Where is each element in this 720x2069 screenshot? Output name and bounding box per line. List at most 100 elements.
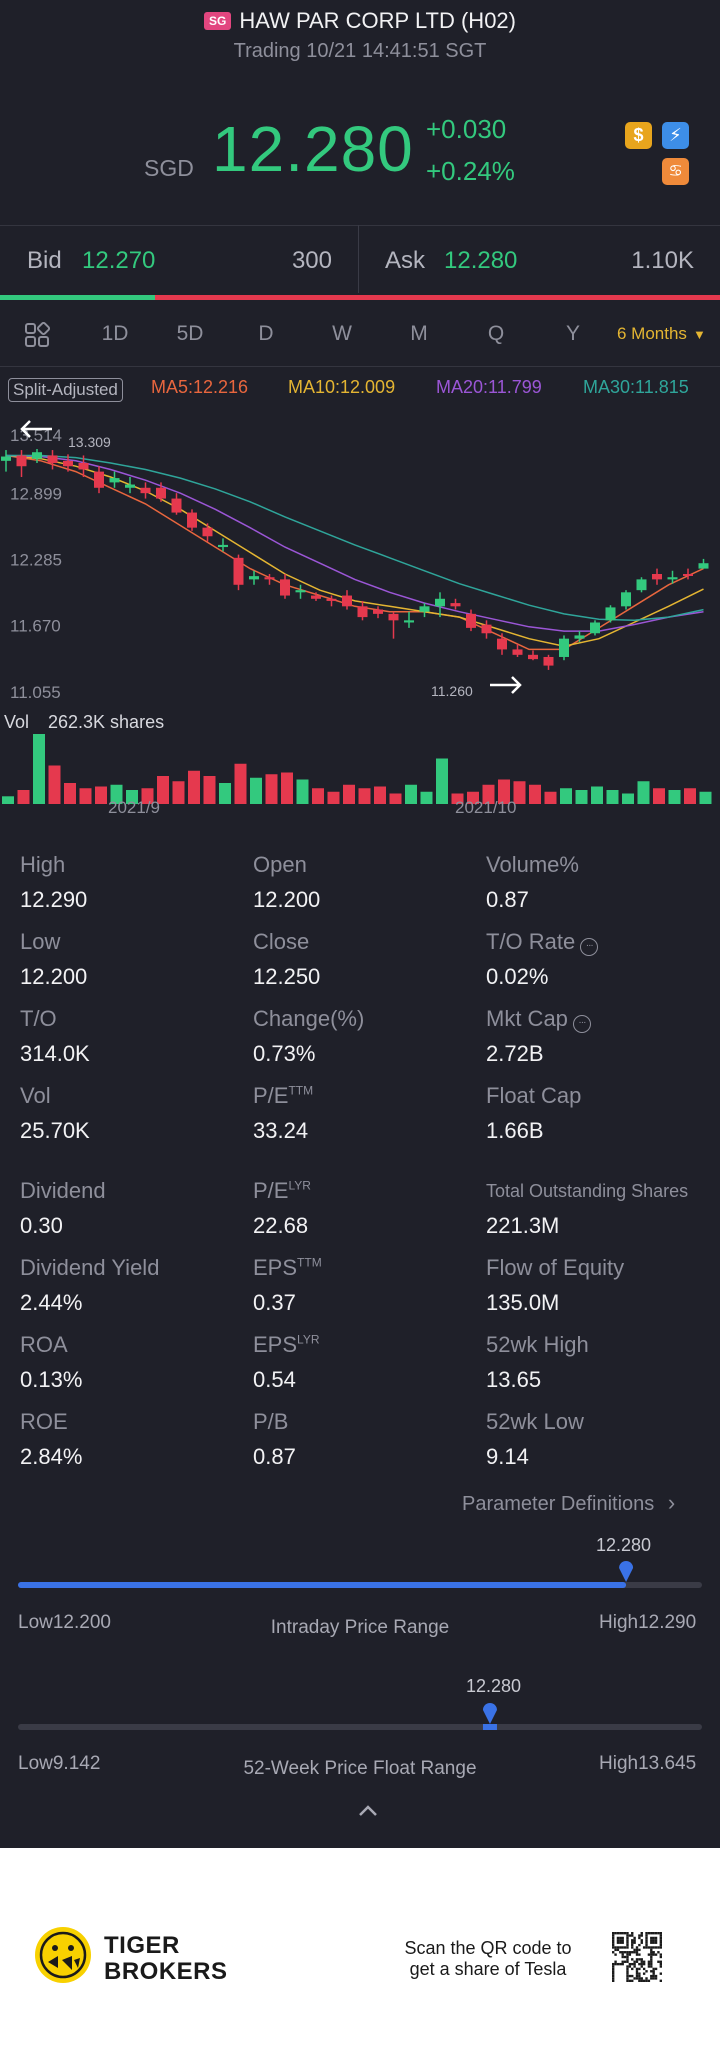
stat-label-dividend: Dividend xyxy=(20,1178,106,1204)
stat-label-volume: Volume% xyxy=(486,852,579,878)
candle-body xyxy=(357,606,368,618)
stat-label-text: 52wk High xyxy=(486,1332,589,1357)
header-divider xyxy=(0,225,720,226)
volume-bar xyxy=(684,788,696,804)
options-icon[interactable]: ♋ xyxy=(662,158,689,185)
stat-value-t-o: 314.0K xyxy=(20,1041,90,1066)
tab-q[interactable]: Q xyxy=(487,322,505,345)
candle-body xyxy=(109,478,120,483)
volume-bar xyxy=(451,793,464,804)
stat-value-t-o-rate: 0.02% xyxy=(486,964,549,989)
stat-label-total-outstanding-shares: Total Outstanding Shares xyxy=(486,1181,688,1202)
ask-quantity: 1.10K xyxy=(631,247,694,274)
candle-body xyxy=(543,656,554,666)
stat-label-superscript: TTM xyxy=(288,1083,314,1098)
tab-d[interactable]: D xyxy=(258,322,274,345)
volume-bar xyxy=(79,788,92,804)
ma20-line xyxy=(5,454,704,632)
volume-bar xyxy=(312,788,324,804)
volume-bar xyxy=(188,770,200,804)
stat-label-mkt-cap: Mkt Cap ··· xyxy=(486,1006,591,1033)
range-marker xyxy=(619,1561,634,1582)
currency-label: SGD xyxy=(144,155,194,181)
candle-body xyxy=(450,603,461,607)
info-icon[interactable]: ··· xyxy=(580,938,599,956)
candle-body xyxy=(621,592,631,607)
arrow-right-icon xyxy=(490,676,522,694)
intraday-range-bar xyxy=(18,1561,702,1588)
volume-bar xyxy=(296,779,309,804)
volume-bar xyxy=(637,781,650,804)
stat-label-open: Open xyxy=(253,852,307,878)
stat-label-text: Mkt Cap xyxy=(486,1006,568,1031)
volume-bar xyxy=(668,790,681,804)
scan-line-1: Scan the QR code to xyxy=(404,1938,572,1958)
candle-body xyxy=(326,598,337,601)
app-screen xyxy=(0,0,720,1848)
stat-label-epslyr: EPSLYR xyxy=(253,1332,319,1358)
split-adjusted-button[interactable]: Split-Adjusted xyxy=(8,378,123,402)
x-tick-label: 2021/9 xyxy=(108,798,160,815)
volume-bar xyxy=(513,781,526,804)
candle-body xyxy=(636,579,647,591)
dollar-icon[interactable]: $ xyxy=(625,122,652,149)
stat-value-change: 0.73% xyxy=(253,1041,316,1066)
stat-label-text: Dividend xyxy=(20,1178,106,1203)
volume-bar xyxy=(33,734,45,804)
stat-label-text: Dividend Yield xyxy=(20,1255,160,1280)
tab-5d[interactable]: 5D xyxy=(176,322,204,345)
stat-value-dividend: 0.30 xyxy=(20,1213,63,1238)
candle-body xyxy=(16,455,27,467)
qr-code-icon[interactable] xyxy=(612,1932,662,1982)
stat-value-epsttm: 0.37 xyxy=(253,1290,296,1315)
stat-label-text: Change(%) xyxy=(253,1006,365,1031)
volume-bar xyxy=(389,793,402,804)
volume-bar xyxy=(622,793,634,804)
tab-w[interactable]: W xyxy=(332,322,352,345)
tab-m[interactable]: M xyxy=(410,322,428,345)
range-marker xyxy=(482,1703,497,1724)
chevron-up-icon[interactable] xyxy=(356,1802,380,1820)
candle-body xyxy=(435,598,445,607)
week52-range-title: 52-Week Price Float Range xyxy=(243,1758,477,1779)
tab-y[interactable]: Y xyxy=(565,322,580,345)
volume-label: Vol xyxy=(4,712,29,732)
ask-strength-bar xyxy=(155,295,720,300)
stat-value-float-cap: 1.66B xyxy=(486,1118,544,1143)
candle-body xyxy=(652,573,662,580)
parameter-definitions-link[interactable]: Parameter Definitions › xyxy=(462,1490,675,1516)
stat-value-p-ettm: 33.24 xyxy=(253,1118,309,1143)
lightning-icon[interactable]: ⚡ xyxy=(662,122,689,149)
stat-label-superscript: LYR xyxy=(288,1178,311,1193)
intraday-current-price: 12.280 xyxy=(596,1535,652,1555)
candlestick-chart[interactable]: 13.51412.89912.28511.67011.05513.30911.2… xyxy=(0,405,720,815)
volume-bar xyxy=(141,788,154,804)
candle-body xyxy=(32,452,42,459)
volume-bar xyxy=(374,786,386,804)
stat-label-dividend-yield: Dividend Yield xyxy=(20,1255,159,1281)
stat-label-text: Float Cap xyxy=(486,1083,582,1108)
ma5-legend: MA5:12.216 xyxy=(151,377,249,397)
volume-bar xyxy=(498,779,510,804)
volume-bar xyxy=(575,790,588,804)
candle-body xyxy=(683,573,693,576)
stat-label-text: Low xyxy=(20,929,61,954)
volume-bar xyxy=(2,796,14,804)
tab-6-months[interactable]: 6 Months ▼ xyxy=(617,324,706,344)
candle-body xyxy=(295,590,306,593)
chart-layout-icon[interactable] xyxy=(24,321,51,348)
stat-label-t-o: T/O xyxy=(20,1006,57,1032)
stat-value-roa: 0.13% xyxy=(20,1367,83,1392)
stat-value-p-b: 0.87 xyxy=(253,1444,296,1469)
info-icon[interactable]: ··· xyxy=(572,1015,591,1033)
ma10-line xyxy=(5,454,704,647)
volume-bar xyxy=(529,784,541,804)
stat-value-open: 12.200 xyxy=(253,887,321,912)
volume-bar xyxy=(420,791,433,804)
candle-body xyxy=(373,609,383,614)
tab-1d[interactable]: 1D xyxy=(101,322,129,345)
trading-status: Trading 10/21 14:41:51 SGT xyxy=(233,40,487,62)
volume-bar xyxy=(591,786,603,804)
bid-ask-separator xyxy=(358,225,359,293)
stat-label-52wk-low: 52wk Low xyxy=(486,1409,584,1435)
